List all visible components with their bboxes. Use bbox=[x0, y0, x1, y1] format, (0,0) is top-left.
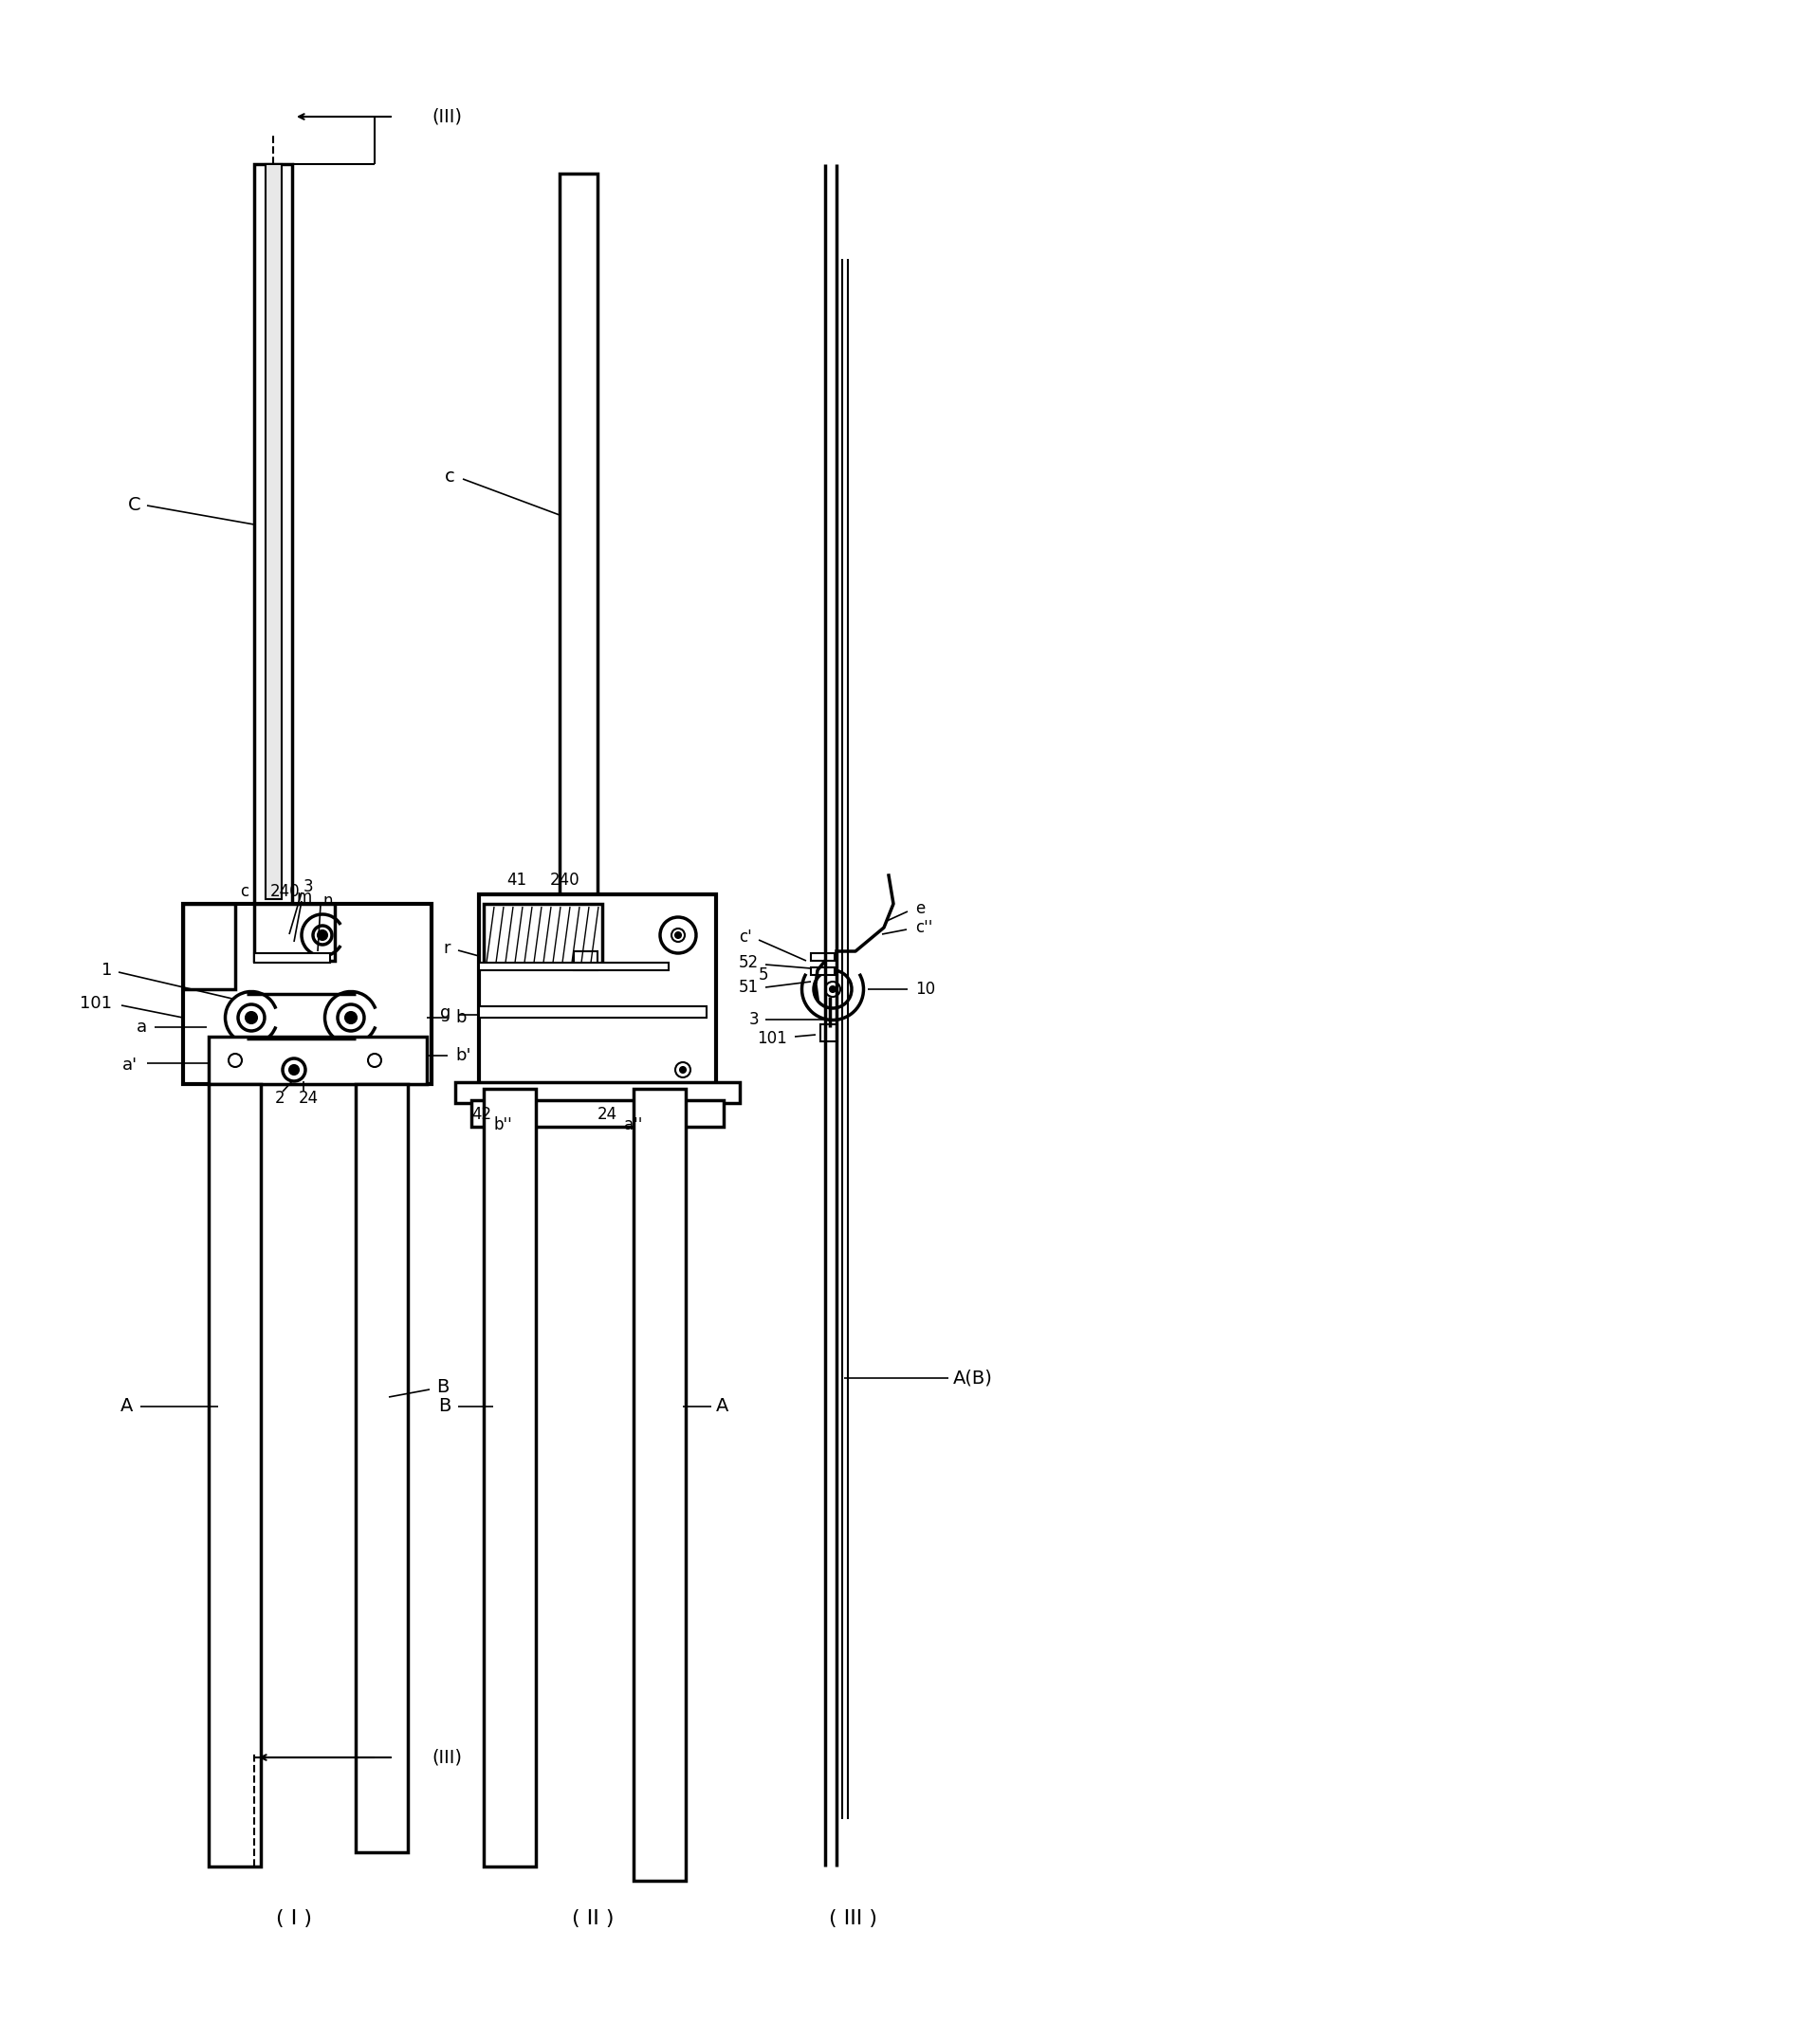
Text: 41: 41 bbox=[506, 872, 528, 888]
Text: a'': a'' bbox=[624, 1117, 642, 1133]
Bar bbox=[266, 164, 282, 898]
Bar bbox=[255, 904, 335, 961]
Bar bbox=[479, 1005, 706, 1018]
Bar bbox=[573, 951, 597, 971]
Text: 10: 10 bbox=[915, 981, 935, 997]
Text: 101: 101 bbox=[80, 995, 111, 1012]
Text: (III): (III) bbox=[431, 1748, 462, 1766]
Bar bbox=[255, 953, 329, 963]
Circle shape bbox=[672, 929, 684, 943]
Text: A: A bbox=[715, 1398, 728, 1416]
Bar bbox=[355, 1084, 408, 1853]
Bar bbox=[821, 1024, 837, 1042]
Text: e: e bbox=[915, 900, 925, 916]
Bar bbox=[455, 1082, 739, 1103]
Text: 42: 42 bbox=[471, 1107, 491, 1123]
Bar bbox=[184, 904, 431, 1084]
Circle shape bbox=[675, 1062, 690, 1078]
Circle shape bbox=[246, 1012, 257, 1024]
Text: C: C bbox=[127, 496, 140, 514]
Text: 52: 52 bbox=[739, 955, 759, 971]
Bar bbox=[471, 1101, 724, 1127]
Bar bbox=[484, 904, 602, 965]
Text: a': a' bbox=[122, 1056, 138, 1074]
Text: (III): (III) bbox=[431, 107, 462, 125]
Bar bbox=[633, 1088, 686, 1881]
Bar bbox=[812, 953, 835, 961]
Circle shape bbox=[824, 981, 841, 997]
Bar bbox=[479, 963, 668, 971]
Text: b': b' bbox=[455, 1048, 471, 1064]
Bar bbox=[184, 904, 235, 989]
Text: 240: 240 bbox=[550, 872, 581, 888]
Text: c: c bbox=[240, 882, 249, 900]
Circle shape bbox=[830, 987, 835, 991]
Bar bbox=[812, 967, 835, 975]
Text: ( I ): ( I ) bbox=[277, 1910, 311, 1928]
Text: r: r bbox=[444, 941, 451, 957]
Circle shape bbox=[229, 1054, 242, 1066]
Bar bbox=[479, 894, 715, 1094]
Circle shape bbox=[289, 1064, 298, 1074]
Bar bbox=[209, 1084, 260, 1867]
Circle shape bbox=[675, 933, 681, 939]
Circle shape bbox=[282, 1058, 306, 1080]
Text: 1: 1 bbox=[102, 961, 111, 979]
Text: 101: 101 bbox=[757, 1030, 788, 1048]
Circle shape bbox=[318, 931, 328, 941]
Circle shape bbox=[681, 1066, 686, 1072]
Text: b'': b'' bbox=[493, 1117, 511, 1133]
Bar bbox=[484, 1088, 535, 1867]
Text: c: c bbox=[446, 467, 455, 486]
Text: B: B bbox=[437, 1378, 450, 1396]
Text: A: A bbox=[120, 1398, 133, 1416]
Text: 2: 2 bbox=[275, 1090, 284, 1107]
Bar bbox=[559, 174, 597, 904]
Bar bbox=[255, 164, 293, 904]
Text: g: g bbox=[440, 1003, 451, 1022]
Text: 3: 3 bbox=[748, 1012, 759, 1028]
Text: ( II ): ( II ) bbox=[571, 1910, 613, 1928]
Text: a: a bbox=[136, 1020, 147, 1036]
Bar bbox=[209, 1036, 426, 1084]
Text: 24: 24 bbox=[597, 1107, 617, 1123]
Text: A(B): A(B) bbox=[954, 1370, 994, 1388]
Text: b: b bbox=[455, 1009, 466, 1026]
Text: 240: 240 bbox=[271, 882, 300, 900]
Text: c'': c'' bbox=[915, 918, 932, 937]
Text: 3: 3 bbox=[304, 878, 313, 896]
Circle shape bbox=[346, 1012, 357, 1024]
Text: 51: 51 bbox=[739, 979, 759, 995]
Text: m: m bbox=[297, 888, 313, 906]
Text: 5: 5 bbox=[759, 967, 768, 983]
Circle shape bbox=[368, 1054, 380, 1066]
Text: ( III ): ( III ) bbox=[830, 1910, 877, 1928]
Text: n: n bbox=[322, 892, 333, 910]
Text: 24: 24 bbox=[298, 1090, 318, 1107]
Text: B: B bbox=[439, 1398, 451, 1416]
Text: c': c' bbox=[739, 929, 752, 945]
